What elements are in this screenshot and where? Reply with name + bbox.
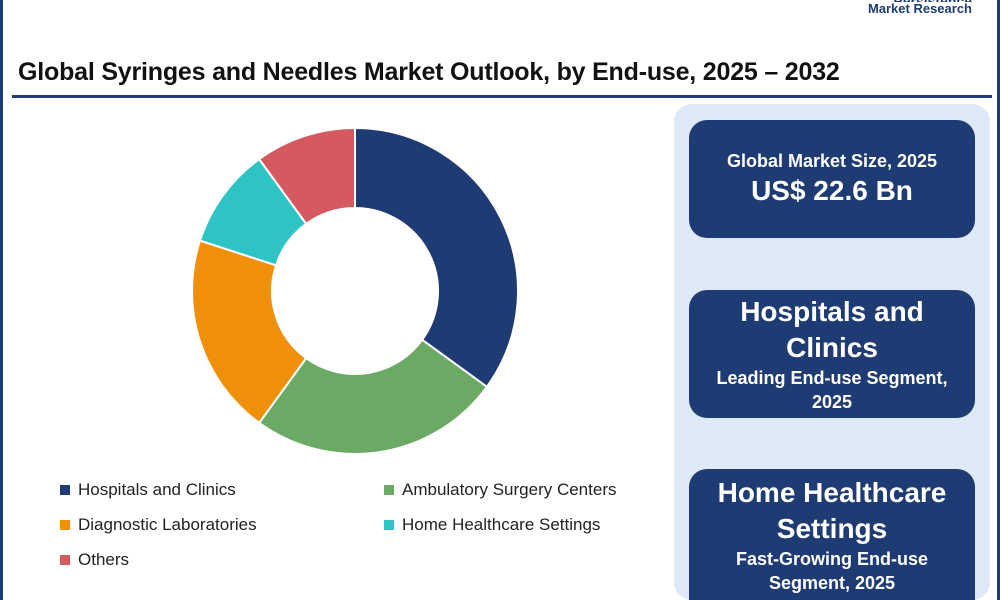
fast-segment-name-line2: Settings xyxy=(776,512,888,544)
frame-right-border xyxy=(997,0,1000,600)
donut-slice-ambulatory-surgery-centers xyxy=(257,338,489,455)
market-size-label: Global Market Size, 2025 xyxy=(726,151,938,171)
legend-label: Hospitals and Clinics xyxy=(78,480,236,499)
market-size-card: Global Market Size, 2025 US$ 22.6 Bn xyxy=(689,120,975,238)
legend-item: Ambulatory Surgery Centers xyxy=(384,480,616,500)
fast-segment-desc-line1: Fast-Growing End-use xyxy=(735,548,928,569)
legend-label: Home Healthcare Settings xyxy=(402,515,601,534)
legend-label: Diagnostic Laboratories xyxy=(78,515,257,534)
legend-item: Home Healthcare Settings xyxy=(384,515,600,535)
fast-segment-name-line1: Home Healthcare xyxy=(717,476,947,508)
legend-swatch xyxy=(60,520,70,530)
leading-segment-name-line1: Hospitals and xyxy=(740,296,924,327)
fast-growing-segment-card: Home Healthcare Settings Fast-Growing En… xyxy=(689,469,975,600)
brand-name: Persistence xyxy=(868,0,972,2)
frame-left-border xyxy=(0,0,3,600)
legend-swatch xyxy=(60,485,70,495)
brand-logo: Persistence Market Research xyxy=(868,0,972,16)
legend-swatch xyxy=(384,485,394,495)
legend-item: Diagnostic Laboratories xyxy=(60,515,257,535)
donut-slice-others xyxy=(257,126,356,226)
leading-segment-name-line2: Clinics xyxy=(786,332,878,363)
legend-item: Hospitals and Clinics xyxy=(60,480,236,500)
brand-subtitle: Market Research xyxy=(867,1,972,16)
donut-slice-hospitals-and-clinics xyxy=(354,126,519,389)
legend-label: Others xyxy=(78,550,130,569)
legend-swatch xyxy=(60,555,70,565)
chart-legend: Hospitals and Clinics Ambulatory Surgery … xyxy=(60,480,660,590)
donut-slice-diagnostic-laboratories xyxy=(191,239,308,425)
legend-item: Others xyxy=(60,550,129,570)
title-underline xyxy=(12,95,992,98)
market-size-value: US$ 22.6 Bn xyxy=(751,175,913,206)
chart-title: Global Syringes and Needles Market Outlo… xyxy=(18,58,840,86)
leading-segment-desc-line2: 2025 xyxy=(811,392,853,412)
legend-swatch xyxy=(384,520,394,530)
fast-segment-desc-line2: Segment, 2025 xyxy=(768,572,896,593)
leading-segment-card: Hospitals and Clinics Leading End-use Se… xyxy=(689,290,975,418)
legend-label: Ambulatory Surgery Centers xyxy=(402,480,617,499)
leading-segment-desc-line1: Leading End-use Segment, xyxy=(716,368,948,388)
donut-chart xyxy=(191,126,519,455)
